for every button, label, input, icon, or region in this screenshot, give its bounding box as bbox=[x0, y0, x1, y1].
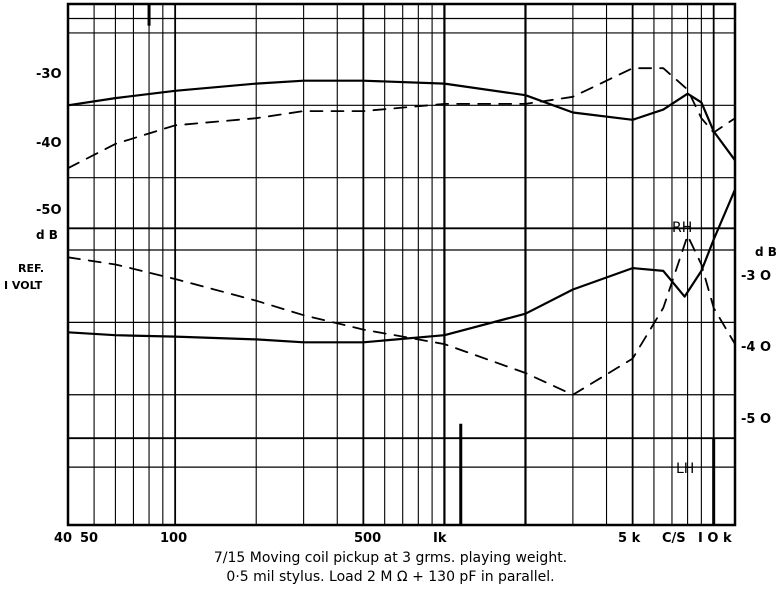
rh-solid-curve bbox=[66, 79, 737, 162]
left-axis-ref: REF. bbox=[18, 262, 45, 275]
x-tick-label: I O k bbox=[698, 531, 732, 546]
figure-caption-line1: 7/15 Moving coil pickup at 3 grms. playi… bbox=[213, 550, 568, 566]
x-tick-label: 500 bbox=[354, 531, 382, 546]
left-tick-label: -4O bbox=[36, 136, 62, 151]
rh-dashed-curve bbox=[67, 234, 736, 396]
figure-caption-line2: 0·5 mil stylus. Load 2 M Ω + 130 pF in p… bbox=[226, 569, 555, 585]
left-axis-ref-volt: I VOLT bbox=[4, 279, 43, 292]
x-tick-label: 50 bbox=[80, 531, 99, 546]
lh-annotation: LH bbox=[676, 461, 695, 477]
response-curves bbox=[66, 67, 737, 396]
lh-dashed-curve bbox=[67, 67, 736, 170]
left-tick-label: -5O bbox=[36, 203, 62, 218]
right-tick-label: -5 O bbox=[741, 412, 772, 427]
left-tick-label: -3O bbox=[36, 67, 62, 82]
x-tick-label: Ik bbox=[433, 531, 447, 546]
x-tick-label: 100 bbox=[160, 531, 188, 546]
x-axis-unit: C/S bbox=[662, 531, 686, 546]
x-tick-label: 5 k bbox=[618, 531, 641, 546]
right-axis-unit: d B bbox=[755, 245, 777, 259]
x-tick-label: 40 bbox=[54, 531, 73, 546]
lh-solid-curve bbox=[66, 188, 737, 344]
right-tick-label: -3 O bbox=[741, 269, 772, 284]
rh-annotation: RH bbox=[672, 220, 693, 236]
left-axis-unit: d B bbox=[36, 228, 58, 242]
right-tick-label: -4 O bbox=[741, 340, 772, 355]
